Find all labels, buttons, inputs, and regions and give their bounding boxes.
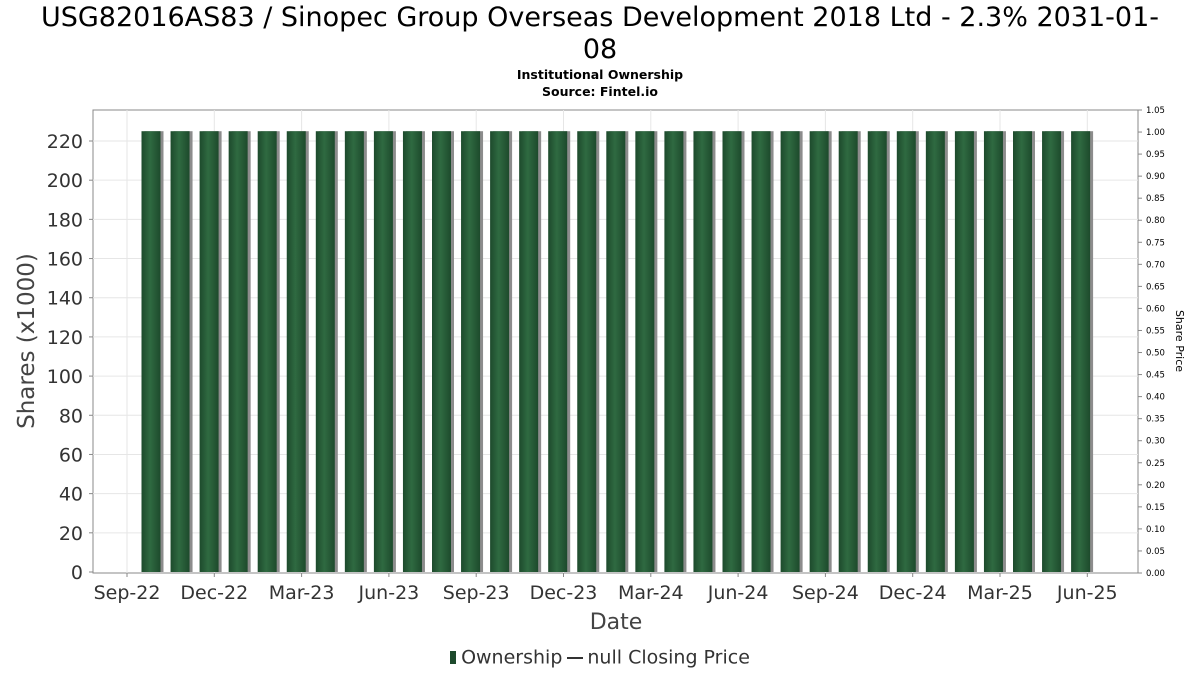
x-tick-label: Mar-23 [269,582,335,604]
x-tick-label: Dec-24 [879,582,947,604]
ownership-legend-label: Ownership [461,646,563,669]
ownership-bar [461,131,481,573]
y2-tick-label: 0.15 [1146,503,1165,513]
x-tick-label: Sep-22 [94,582,161,604]
y-tick-label: 120 [47,327,83,349]
y-tick-label: 160 [47,249,83,271]
y2-tick-label: 0.20 [1146,481,1165,491]
ownership-bar [199,131,219,573]
y-tick-label: 20 [59,523,83,545]
ownership-bar [373,131,393,573]
y2-axis-label: Share Price [1173,310,1186,372]
x-tick-label: Jun-23 [358,582,420,604]
y2-tick-label: 0.95 [1146,150,1165,160]
y2-tick-label: 0.00 [1146,569,1165,579]
x-tick-label: Sep-24 [792,582,859,604]
y2-tick-label: 1.00 [1146,128,1165,138]
ownership-bar [1013,131,1032,573]
ownership-bar [751,131,771,573]
ownership-bar [896,131,916,573]
x-axis-label: Date [590,610,643,635]
ownership-bar [606,131,626,573]
price-legend-label: null Closing Price [587,646,750,669]
x-tick-label: Dec-22 [180,582,248,604]
y-tick-label: 200 [47,170,83,192]
x-tick-label: Sep-23 [443,582,510,604]
y2-tick-label: 0.60 [1146,304,1165,314]
y-tick-label: 0 [71,562,83,584]
y2-tick-label: 0.70 [1146,260,1165,270]
ownership-bar [490,131,510,573]
chart-title-line1: USG82016AS83 / Sinopec Group Overseas De… [40,2,1160,33]
ownership-bar [983,131,1003,573]
y2-tick-label: 0.45 [1146,371,1165,381]
y2-tick-label: 0.05 [1146,547,1165,557]
ownership-bar [344,131,364,573]
ownership-bar [635,131,655,573]
ownership-bar [577,131,597,573]
y2-tick-label: 0.80 [1146,216,1165,226]
ownership-bar [1042,131,1062,573]
y2-tick-label: 0.25 [1146,459,1165,469]
ownership-bar [315,131,335,573]
ownership-bar [519,131,539,573]
x-tick-label: Jun-24 [707,582,769,604]
y2-tick-label: 0.30 [1146,437,1165,447]
ownership-bar [548,131,568,573]
ownership-bar [141,131,161,573]
y-tick-label: 100 [47,366,83,388]
y2-tick-label: 0.35 [1146,415,1165,425]
y2-tick-label: 0.55 [1146,326,1165,336]
y2-tick-label: 0.50 [1146,349,1165,359]
ownership-bar [1071,131,1091,573]
price-legend-swatch [567,656,584,659]
ownership-bar [228,131,248,573]
ownership-bar [722,131,742,573]
x-tick-label: Mar-25 [967,582,1033,604]
y2-tick-label: 0.65 [1146,282,1165,292]
y-tick-label: 180 [47,209,83,231]
x-tick-label: Dec-23 [530,582,598,604]
y2-tick-label: 1.05 [1146,106,1165,116]
ownership-bar [257,131,277,573]
ownership-bar [925,131,945,573]
chart-source: Source: Fintel.io [542,84,658,99]
x-tick-label: Mar-24 [618,582,684,604]
y-tick-label: 220 [47,131,83,153]
ownership-bar [402,131,422,573]
chart-title: USG82016AS83 / Sinopec Group Overseas De… [0,2,1200,66]
y2-tick-label: 0.85 [1146,194,1165,204]
chart-subtitle: Institutional Ownership [516,67,684,82]
ownership-legend-swatch [450,651,457,664]
ownership-bar [954,131,974,573]
ownership-bar [286,131,306,573]
ownership-bar [780,131,800,573]
ownership-bar [867,131,887,573]
y2-tick-label: 0.90 [1146,172,1165,182]
x-tick-label: Jun-25 [1056,582,1118,604]
y-tick-label: 140 [47,288,83,310]
ownership-bar [693,131,713,573]
ownership-bar [664,131,684,573]
ownership-bar [809,131,829,573]
y2-tick-label: 0.75 [1146,238,1165,248]
y-tick-label: 40 [59,484,83,506]
chart-title-line2: 08 [582,34,618,65]
ownership-bar [170,131,190,573]
y2-tick-label: 0.40 [1146,393,1165,403]
ownership-bar [432,131,451,573]
y2-tick-label: 0.10 [1146,525,1165,535]
y-tick-label: 60 [59,444,83,466]
y-axis-label: Shares (x1000) [14,253,40,429]
ownership-bar [838,131,858,573]
y-tick-label: 80 [59,405,83,427]
chart-legend: Ownership null Closing Price [0,646,1200,669]
